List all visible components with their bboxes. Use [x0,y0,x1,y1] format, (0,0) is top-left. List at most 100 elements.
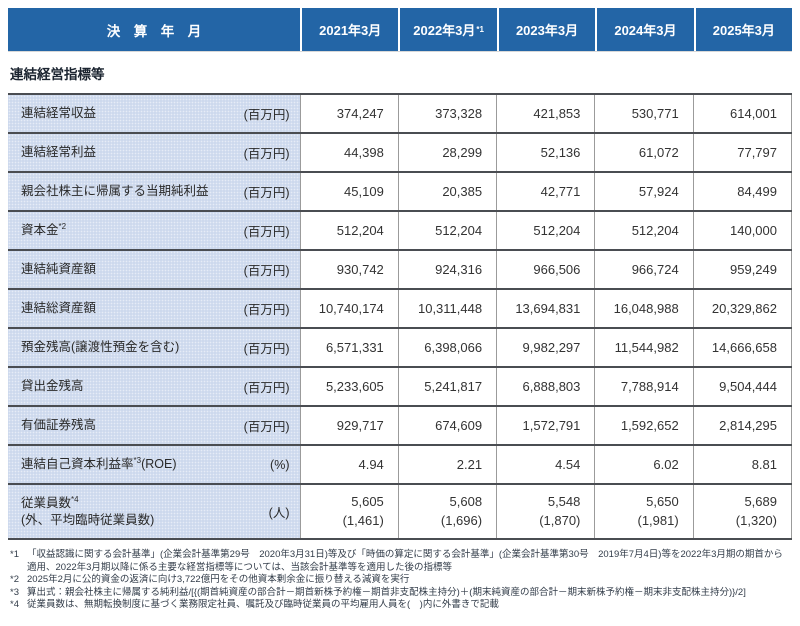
indicators-table-body: 連結経常収益 (百万円) 374,247 373,328 421,853 530,771 6… [8,94,792,539]
value-cell: 52,136 [496,133,595,172]
value-cell: 5,689 (1,320) [692,484,792,539]
row-label-layout: 連結自己資本利益率*3(ROE) (%) [21,456,290,473]
value-cell: 512,204 [594,211,694,250]
row-label-layout: 親会社株主に帰属する当期純利益 (百万円) [21,182,290,201]
value-cell: 6,571,331 [299,328,399,367]
value: 13,694,831 [515,301,581,316]
value: 4.54 [555,457,581,472]
value-cell: 5,608 (1,696) [397,484,497,539]
row-label: 貸出金残高 [21,378,84,395]
row-label-text: 連結純資産額 [21,262,97,277]
row-label-layout: 連結純資産額 (百万円) [21,260,290,279]
value-cell: 4.54 [496,445,595,484]
value: 44,398 [344,145,384,160]
footnote-marker: *2 [10,574,19,585]
value: 61,072 [638,145,679,160]
value: 373,328 [435,106,483,121]
footnote-marker: *1 [10,549,19,560]
value-cell: 1,592,652 [594,406,694,445]
value-cell: 16,048,988 [594,289,694,328]
value-cell: 930,742 [299,250,399,289]
footnote-text: 「収益認識に関する会計基準」(企業会計基準第29号 2020年3月31日)等及び… [27,549,783,573]
value: 10,740,174 [318,301,384,316]
row-label-suffix: (ROE) [141,457,177,472]
table-row: 資本金*2 (百万円) 512,204 512,204 512,204 512,204 14… [8,211,792,250]
value-cell: 512,204 [397,211,497,250]
row-label-layout: 預金残高(譲渡性預金を含む) (百万円) [21,338,290,357]
row-label-cell: 資本金*2 (百万円) [8,211,300,250]
value: 930,742 [336,262,384,277]
value-cell: 10,740,174 [299,289,399,328]
value-cell: 373,328 [397,94,497,133]
value-cell: 20,329,862 [692,289,792,328]
fiscal-year-header-row: 決 算 年 月 2021年3月 2022年3月 *1 2023年3月 2024年3月 20… [8,8,793,52]
value-cell: 140,000 [692,211,792,250]
value-cell: 5,548 (1,870) [496,484,595,539]
value: 6,571,331 [325,340,384,355]
value-cell: 614,001 [692,94,792,133]
row-label: 有価証券残高 [21,417,96,434]
value: 5,241,817 [424,379,483,394]
value: 2,814,295 [719,418,777,433]
row-label-layout: 連結経常収益 (百万円) [21,104,290,123]
row-unit: (百万円) [243,186,290,200]
footnote: *1 「収益認識に関する会計基準」(企業会計基準第29号 2020年3月31日)等… [10,549,792,574]
row-label: 連結総資産額 [21,300,96,317]
value-cell: 7,788,914 [594,367,694,406]
value-cell: 924,316 [397,250,497,289]
value-cell: 6.02 [594,445,694,484]
value-cell: 512,204 [299,211,399,250]
value: 16,048,988 [613,301,679,316]
footnotes: *1 「収益認識に関する会計基準」(企業会計基準第29号 2020年3月31日)等… [10,549,792,612]
fiscal-year-header-cell: 2024年3月 [597,8,694,51]
row-unit: (百万円) [243,342,290,356]
table-row: 従業員数*4 (外、平均臨時従業員数) (人) 5,605 (1,461) 5,608 (1… [8,484,792,539]
value: 5,605 [351,493,384,509]
value-sub: (1,870) [539,512,581,528]
row-label-cell: 連結経常収益 (百万円) [8,94,300,133]
footnote: *4 従業員数は、無期転換制度に基づく業務限定社員、嘱託及び臨時従業員の平均雇用人… [10,599,792,612]
row-footnote-ref: *2 [58,221,67,231]
value-cell: 42,771 [496,172,595,211]
value-cell: 966,724 [594,250,694,289]
row-label-text: 貸出金残高 [21,379,84,394]
value-cell: 10,311,448 [397,289,497,328]
row-label-cell: 親会社株主に帰属する当期純利益 (百万円) [8,172,300,211]
value-cell: 20,385 [397,172,497,211]
row-label-layout: 有価証券残高 (百万円) [21,416,290,435]
row-label-cell: 従業員数*4 (外、平均臨時従業員数) (人) [8,484,300,539]
value: 6.02 [653,457,679,472]
row-unit: (百万円) [243,147,290,161]
value: 20,329,862 [711,301,777,316]
value: 5,233,605 [325,379,384,394]
value: 14,666,658 [711,340,777,355]
row-label: 連結経常収益 [21,105,96,122]
value-cell: 13,694,831 [496,289,595,328]
value-cell: 44,398 [299,133,399,172]
value-cell: 4.94 [299,445,399,484]
value-cell: 1,572,791 [496,406,595,445]
fiscal-year-label: 2022年3月 [413,23,476,38]
row-label-layout: 連結経常利益 (百万円) [21,143,290,162]
table-row: 連結自己資本利益率*3(ROE) (%) 4.94 2.21 4.54 6.02 8.81 [8,445,792,484]
table-row: 連結経常利益 (百万円) 44,398 28,299 52,136 61,072 77,79… [8,133,792,172]
value: 512,204 [435,223,483,238]
value-cell: 9,982,297 [496,328,595,367]
value: 45,109 [344,184,384,199]
value: 28,299 [442,145,483,160]
value-cell: 8.81 [692,445,792,484]
value: 11,544,982 [614,340,679,355]
row-label-text: 親会社株主に帰属する当期純利益 [21,184,209,199]
value-sub: (1,696) [440,512,483,528]
row-label: 資本金*2 [21,222,66,239]
value: 52,136 [540,145,581,160]
value: 5,548 [547,493,581,509]
row-label-cell: 連結総資産額 (百万円) [8,289,300,328]
value-cell: 5,233,605 [299,367,399,406]
row-unit: (百万円) [243,108,290,122]
value-cell: 674,609 [397,406,497,445]
row-unit: (%) [270,457,290,472]
value-cell: 57,924 [594,172,694,211]
footnote-text: 2025年2月に公的資金の返済に向け3,722億円をその他資本剰余金に振り替える… [27,574,410,585]
value-cell: 9,504,444 [692,367,792,406]
